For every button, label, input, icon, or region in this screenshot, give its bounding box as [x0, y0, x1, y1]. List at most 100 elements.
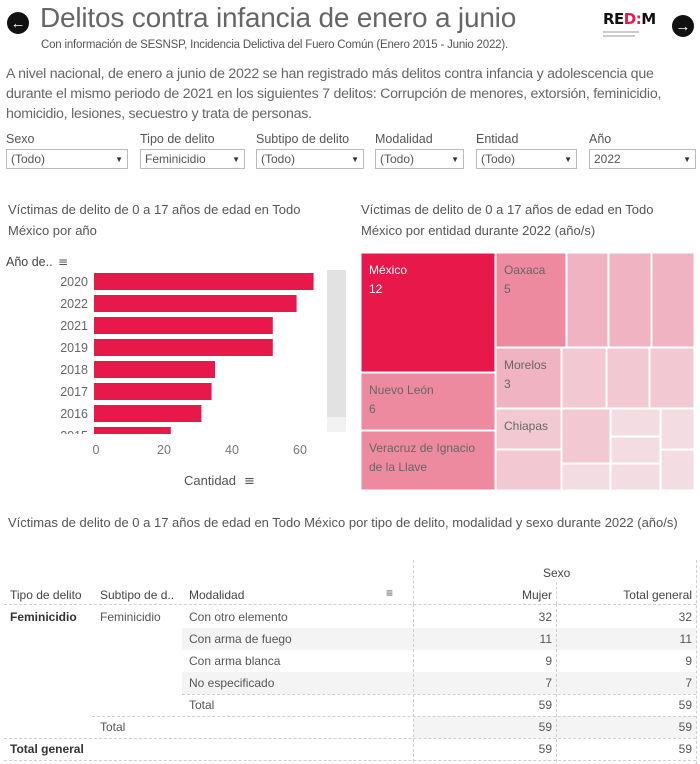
cell-total: 59: [678, 720, 692, 734]
cell-mujer: 59: [538, 742, 552, 756]
treemap-label: de la Llave: [369, 460, 427, 474]
divider: [4, 738, 696, 739]
filter-anio: Año 2022 ▼: [589, 132, 696, 169]
treemap-label: Veracruz de Ignacio: [369, 441, 475, 455]
treemap-cell[interactable]: [660, 449, 695, 491]
bar-2021[interactable]: [94, 317, 273, 334]
y-tick-label: 2018: [60, 363, 88, 377]
row-band: [182, 628, 696, 650]
treemap-cell[interactable]: [660, 408, 695, 450]
bar-2017[interactable]: [94, 383, 212, 400]
row-band: [413, 716, 696, 738]
y-tick-label: 2022: [60, 297, 88, 311]
treemap-cell-veracruz-de-ignacio-de-la-llave[interactable]: [360, 430, 496, 491]
filter-entidad-select[interactable]: (Todo) ▼: [476, 149, 577, 169]
treemap-cell[interactable]: [495, 449, 562, 491]
x-tick-label: 20: [157, 443, 171, 457]
cell-modalidad: Total: [189, 698, 215, 712]
treemap-cell[interactable]: [610, 408, 661, 437]
treemap-cell[interactable]: [566, 252, 609, 348]
redim-logo: RED:M: [603, 10, 663, 42]
y-tick-label: 2016: [60, 407, 88, 421]
logo-text-accent: D:: [623, 10, 642, 28]
arrow-right-circle-icon[interactable]: →: [672, 15, 694, 37]
column-group-header: Sexo: [543, 566, 571, 580]
y-tick-label: 2015: [60, 429, 88, 443]
treemap-label: Chiapas: [504, 419, 548, 433]
treemap-cell-morelos[interactable]: [495, 347, 562, 409]
treemap-title: Víctimas de delito de 0 a 17 años de eda…: [361, 202, 654, 238]
y-tick-label: 2017: [60, 385, 88, 399]
treemap-cell[interactable]: [561, 347, 607, 409]
dropdown-caret-icon: ▼: [115, 154, 123, 164]
treemap-value: 6: [369, 402, 376, 416]
treemap-value: 12: [369, 282, 383, 296]
filter-subtipo-delito: Subtipo de delito (Todo) ▼: [256, 132, 364, 169]
treemap-cell[interactable]: [561, 463, 611, 491]
dropdown-caret-icon: ▼: [564, 154, 572, 164]
page-title: Delitos contra infancia de enero a junio: [40, 2, 517, 33]
column-header-tipo[interactable]: Tipo de delito: [10, 588, 82, 602]
treemap-cell[interactable]: [649, 347, 695, 409]
filter-sexo: Sexo (Todo) ▼: [6, 132, 128, 169]
filter-value: 2022: [594, 152, 621, 166]
treemap-cell-oaxaca[interactable]: [495, 252, 567, 348]
dropdown-caret-icon: ▼: [451, 154, 459, 164]
treemap-label: Oaxaca: [504, 263, 546, 277]
bar-2020[interactable]: [94, 273, 314, 290]
scrollbar-thumb[interactable]: [327, 270, 346, 417]
y-axis-label: Año de..: [6, 255, 53, 269]
filter-tipo-delito-select[interactable]: Feminicidio ▼: [140, 149, 245, 169]
bar-2016[interactable]: [94, 405, 202, 422]
cell-subtipo: Total: [100, 720, 126, 734]
divider: [182, 694, 696, 695]
cell-total: 9: [685, 654, 692, 668]
filter-value: Feminicidio: [145, 152, 206, 166]
treemap-cell[interactable]: [561, 408, 611, 464]
bar-2019[interactable]: [94, 339, 273, 356]
treemap-cell[interactable]: [651, 252, 695, 348]
cell-modalidad: Con arma de fuego: [189, 632, 292, 646]
intro-paragraph: A nivel nacional, de enero a junio de 20…: [6, 66, 662, 122]
column-header-mujer[interactable]: Mujer: [521, 588, 552, 602]
sort-icon[interactable]: ≡: [386, 586, 394, 600]
filter-modalidad-select[interactable]: (Todo) ▼: [375, 149, 464, 169]
treemap-cell-chiapas[interactable]: [495, 408, 562, 450]
filter-label: Sexo: [6, 132, 35, 146]
treemap-cell-nuevo-le-n[interactable]: [360, 372, 496, 431]
filter-label: Entidad: [476, 132, 519, 146]
filter-subtipo-delito-select[interactable]: (Todo) ▼: [256, 149, 364, 169]
filter-anio-select[interactable]: 2022 ▼: [589, 149, 696, 169]
treemap-cell[interactable]: [608, 252, 652, 348]
divider: [413, 604, 414, 762]
dropdown-caret-icon: ▼: [232, 154, 240, 164]
filter-label: Subtipo de delito: [256, 132, 350, 146]
filter-sexo-select[interactable]: (Todo) ▼: [6, 149, 128, 169]
treemap-cell[interactable]: [610, 463, 661, 491]
cell-mujer: 32: [538, 610, 552, 624]
bars-group: 2020 2022 2021 2019 2018 2017 2016 2015: [60, 273, 314, 444]
filter-label: Año: [589, 132, 612, 146]
bar-2018[interactable]: [94, 361, 215, 378]
cell-total: 59: [678, 742, 692, 756]
y-tick-label: 2019: [60, 341, 88, 355]
logo-tagline: [603, 35, 635, 37]
column-header-modalidad[interactable]: Modalidad: [189, 588, 245, 602]
treemap-cell[interactable]: [610, 436, 661, 464]
row-band: [182, 672, 696, 694]
y-tick-label: 2020: [60, 275, 88, 289]
treemap-cell[interactable]: [606, 347, 650, 409]
sort-icon[interactable]: ≡: [244, 474, 255, 489]
arrow-left-circle-icon[interactable]: ←: [7, 12, 29, 34]
divider: [4, 604, 696, 605]
divider: [556, 582, 557, 604]
treemap-cell-m-xico[interactable]: [360, 252, 496, 373]
column-header-subtipo[interactable]: Subtipo de d..: [100, 588, 175, 602]
sort-icon[interactable]: ≡: [58, 255, 68, 269]
column-header-total[interactable]: Total general: [623, 588, 692, 602]
bar-2015[interactable]: [94, 427, 171, 444]
bar-2022[interactable]: [94, 295, 297, 312]
